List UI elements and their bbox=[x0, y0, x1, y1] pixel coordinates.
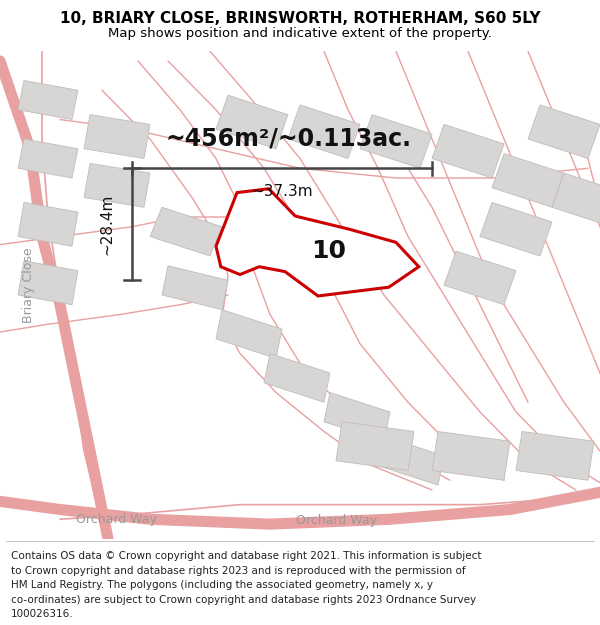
Polygon shape bbox=[360, 114, 432, 168]
Polygon shape bbox=[84, 114, 150, 159]
Polygon shape bbox=[552, 173, 600, 227]
Text: ~456m²/~0.113ac.: ~456m²/~0.113ac. bbox=[165, 127, 411, 151]
Polygon shape bbox=[162, 266, 228, 309]
Text: ~37.3m: ~37.3m bbox=[251, 184, 313, 199]
Polygon shape bbox=[432, 124, 504, 178]
Polygon shape bbox=[480, 202, 552, 256]
Text: HM Land Registry. The polygons (including the associated geometry, namely x, y: HM Land Registry. The polygons (includin… bbox=[11, 580, 433, 590]
Text: Map shows position and indicative extent of the property.: Map shows position and indicative extent… bbox=[108, 27, 492, 40]
Polygon shape bbox=[216, 95, 288, 149]
Polygon shape bbox=[528, 105, 600, 159]
Polygon shape bbox=[150, 208, 222, 256]
Polygon shape bbox=[516, 431, 594, 480]
Polygon shape bbox=[84, 163, 150, 208]
Polygon shape bbox=[336, 422, 414, 471]
Polygon shape bbox=[432, 431, 510, 480]
Polygon shape bbox=[18, 139, 78, 178]
Text: 10: 10 bbox=[311, 239, 346, 263]
Text: 10, BRIARY CLOSE, BRINSWORTH, ROTHERHAM, S60 5LY: 10, BRIARY CLOSE, BRINSWORTH, ROTHERHAM,… bbox=[59, 11, 541, 26]
Text: to Crown copyright and database rights 2023 and is reproduced with the permissio: to Crown copyright and database rights 2… bbox=[11, 566, 466, 576]
Text: 100026316.: 100026316. bbox=[11, 609, 73, 619]
Polygon shape bbox=[444, 251, 516, 305]
Text: Briary Close: Briary Close bbox=[22, 248, 35, 323]
Polygon shape bbox=[492, 154, 564, 208]
Text: co-ordinates) are subject to Crown copyright and database rights 2023 Ordnance S: co-ordinates) are subject to Crown copyr… bbox=[11, 595, 476, 605]
Text: Orchard Way: Orchard Way bbox=[296, 514, 377, 527]
Text: Contains OS data © Crown copyright and database right 2021. This information is : Contains OS data © Crown copyright and d… bbox=[11, 551, 481, 561]
Text: ~28.4m: ~28.4m bbox=[100, 194, 114, 255]
Polygon shape bbox=[216, 189, 419, 296]
Polygon shape bbox=[18, 202, 78, 246]
Text: Orchard Way: Orchard Way bbox=[77, 512, 157, 526]
Polygon shape bbox=[216, 309, 282, 358]
Polygon shape bbox=[18, 81, 78, 119]
Polygon shape bbox=[18, 261, 78, 305]
Polygon shape bbox=[324, 392, 390, 441]
Polygon shape bbox=[378, 436, 444, 485]
Polygon shape bbox=[288, 105, 360, 159]
Polygon shape bbox=[264, 354, 330, 402]
